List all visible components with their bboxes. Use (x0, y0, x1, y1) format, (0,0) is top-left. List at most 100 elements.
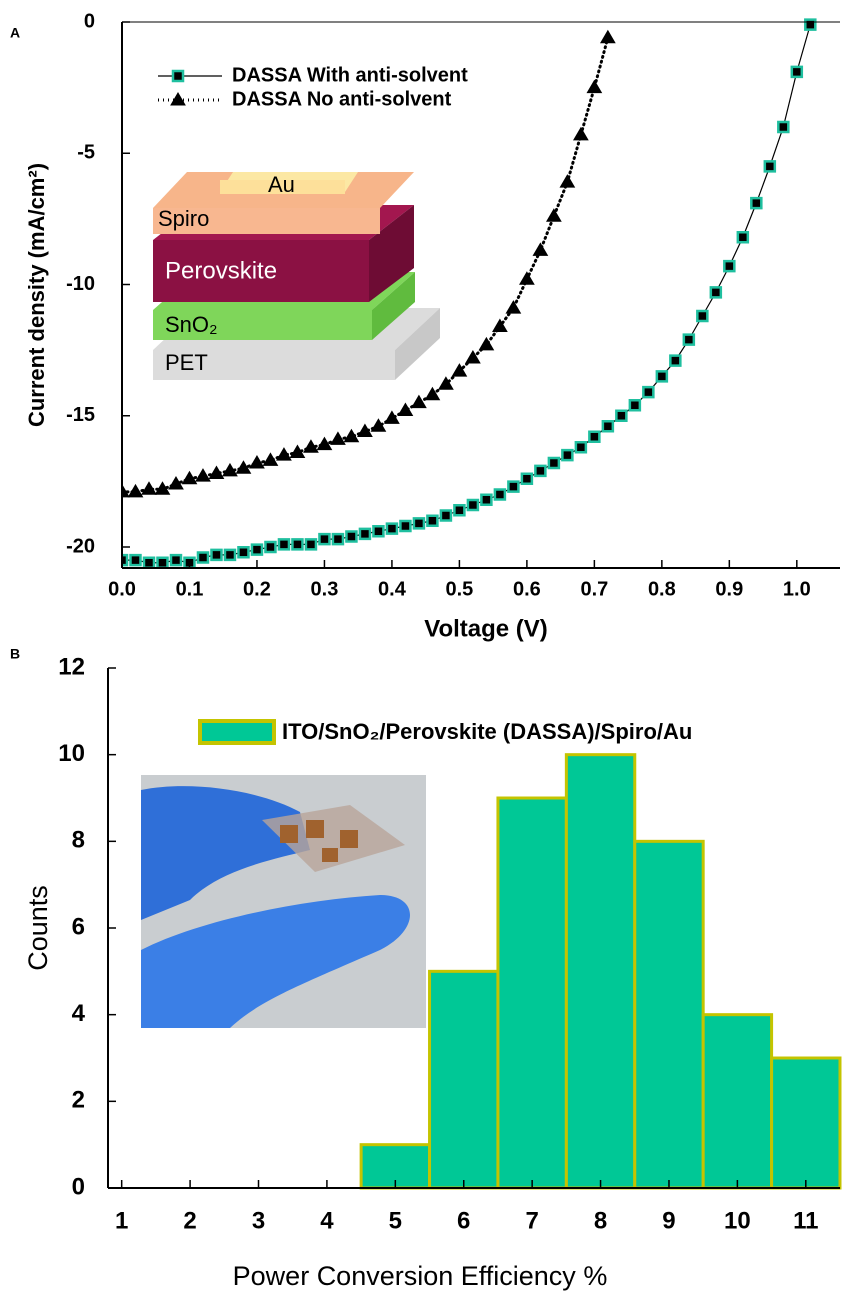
y-tick-label: 4 (72, 1000, 86, 1027)
panel-label: B (10, 646, 20, 662)
inset-label: SnO₂ (165, 312, 218, 337)
data-point (306, 539, 316, 549)
data-point (522, 474, 532, 484)
data-point (724, 261, 734, 271)
data-point (547, 209, 561, 221)
x-tick-label: 0.3 (311, 578, 339, 600)
photo-inset (141, 775, 426, 1028)
x-tick-label: 9 (662, 1207, 675, 1234)
data-point (562, 450, 572, 460)
bar (703, 1015, 771, 1188)
data-point (441, 511, 451, 521)
data-point (520, 272, 534, 284)
data-point (616, 411, 626, 421)
data-point (495, 490, 505, 500)
data-point (603, 421, 613, 431)
legend-swatch (200, 721, 274, 743)
y-tick-label: -15 (66, 404, 95, 426)
data-point (142, 482, 156, 494)
legend-label: DASSA With anti-solvent (232, 64, 468, 86)
data-point (765, 161, 775, 171)
data-point (238, 547, 248, 557)
y-tick-label: 0 (72, 1173, 85, 1200)
data-point (508, 482, 518, 492)
data-point (574, 128, 588, 140)
inset-label: Perovskite (165, 257, 277, 284)
x-tick-label: 11 (793, 1207, 818, 1234)
plot-area (361, 755, 840, 1188)
figure: Au Spiro Perovskite SnO₂ PET A0.00.10.20… (0, 0, 842, 1296)
x-tick-label: 0.5 (445, 578, 473, 600)
data-point (252, 545, 262, 555)
data-point (738, 232, 748, 242)
data-point (468, 500, 478, 510)
x-tick-label: 0.7 (580, 578, 608, 600)
data-point (387, 524, 397, 534)
data-point (684, 335, 694, 345)
data-point (560, 175, 574, 187)
data-point (493, 320, 507, 332)
data-point (533, 243, 547, 255)
y-tick-label: 12 (58, 653, 85, 680)
x-tick-label: 0.0 (108, 578, 136, 600)
data-point (292, 539, 302, 549)
y-tick-label: -5 (77, 142, 95, 164)
y-tick-label: 0 (84, 10, 95, 32)
data-point (805, 20, 815, 30)
y-tick-label: 8 (72, 827, 85, 854)
data-point (398, 404, 412, 416)
data-point (711, 287, 721, 297)
data-point (601, 31, 615, 43)
bar (566, 755, 634, 1188)
data-point (385, 411, 399, 423)
data-point (427, 516, 437, 526)
legend-label: ITO/SnO₂/Perovskite (DASSA)/Spiro/Au (282, 719, 692, 744)
data-point (481, 495, 491, 505)
x-tick-label: 0.4 (378, 578, 407, 600)
y-axis-label: Current density (mA/cm²) (24, 163, 49, 427)
data-point (371, 419, 385, 431)
data-point (792, 67, 802, 77)
legend-label: DASSA No anti-solvent (232, 88, 452, 110)
data-point (373, 526, 383, 536)
data-point (171, 555, 181, 565)
inset-label: Au (268, 172, 295, 197)
data-point (211, 550, 221, 560)
inset-label: Spiro (158, 206, 209, 231)
panel-label: A (10, 25, 20, 41)
x-tick-label: 1.0 (783, 578, 811, 600)
data-point (196, 469, 210, 481)
data-point (360, 529, 370, 539)
data-point (751, 198, 761, 208)
data-point (319, 534, 329, 544)
x-tick-label: 6 (457, 1207, 470, 1234)
data-point (128, 485, 142, 497)
data-point (346, 532, 356, 542)
y-tick-label: 10 (58, 740, 85, 767)
x-tick-label: 5 (389, 1207, 402, 1234)
data-point (412, 396, 426, 408)
data-point (506, 301, 520, 313)
bar (635, 841, 703, 1188)
data-point (535, 466, 545, 476)
data-point (344, 430, 358, 442)
bar (498, 798, 566, 1188)
data-point (265, 542, 275, 552)
y-tick-label: 2 (72, 1087, 85, 1114)
y-tick-label: -20 (66, 535, 95, 557)
x-tick-label: 0.1 (176, 578, 204, 600)
data-point (144, 558, 154, 568)
x-tick-label: 1 (115, 1207, 128, 1234)
bar (772, 1058, 840, 1188)
data-point (279, 539, 289, 549)
data-point (439, 377, 453, 389)
data-point (587, 81, 601, 93)
x-axis-label: Power Conversion Efficiency % (233, 1261, 608, 1291)
x-tick-label: 2 (183, 1207, 196, 1234)
data-point (454, 505, 464, 515)
x-tick-label: 8 (594, 1207, 607, 1234)
legend-marker (173, 71, 183, 81)
data-point (643, 387, 653, 397)
data-point (549, 458, 559, 468)
data-point (400, 521, 410, 531)
